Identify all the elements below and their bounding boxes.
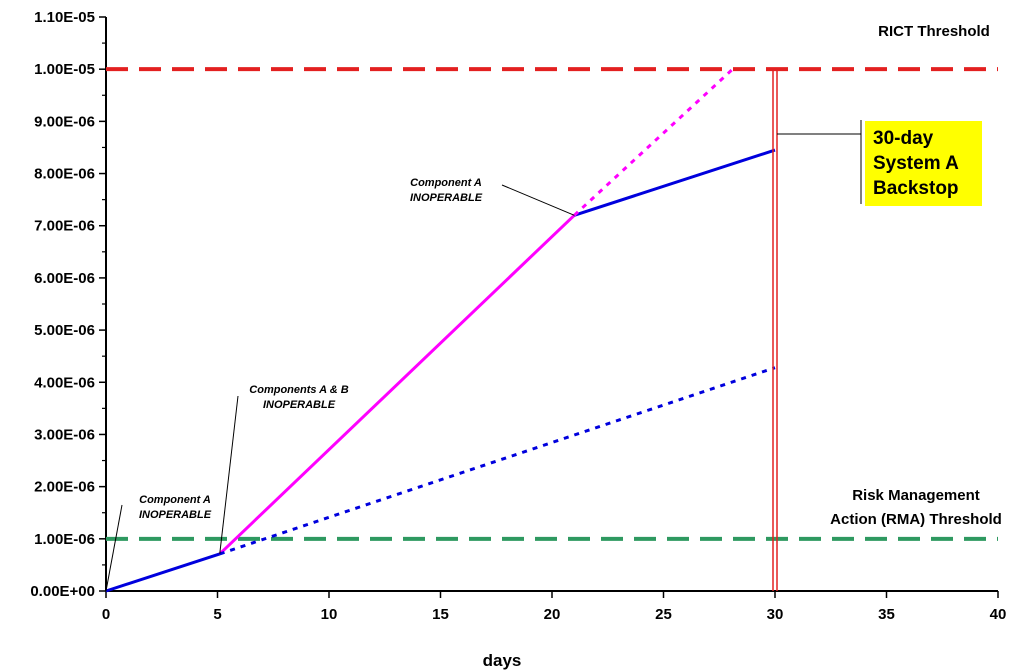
x-tick-label: 35	[878, 606, 895, 623]
series-line-5	[219, 366, 776, 556]
x-tick-label: 10	[321, 606, 338, 623]
x-axis-title: days	[483, 651, 522, 670]
backstop-label: 30-day	[873, 128, 934, 149]
series-line-3	[573, 148, 776, 217]
annotation-leader	[105, 504, 123, 592]
x-tick-label: 5	[213, 606, 221, 623]
x-tick-label: 0	[102, 606, 110, 623]
backstop-label: System A	[873, 153, 959, 174]
y-tick-label: 8.00E-06	[34, 166, 95, 183]
backstop-label: Backstop	[873, 178, 959, 199]
y-tick-label: 4.00E-06	[34, 374, 95, 391]
x-tick-label: 20	[544, 606, 561, 623]
y-tick-label: 9.00E-06	[34, 113, 95, 130]
y-tick-label: 5.00E-06	[34, 322, 95, 339]
y-tick-label: 1.00E-06	[34, 531, 95, 548]
y-tick-label: 1.00E-05	[34, 61, 95, 78]
y-tick-label: 0.00E+00	[30, 583, 95, 600]
rict-threshold-label: RICT Threshold	[878, 23, 990, 40]
annotation-label: Component A	[410, 177, 482, 189]
x-tick-label: 30	[767, 606, 784, 623]
rma-threshold-label: Risk Management	[852, 487, 980, 504]
annotation-label: INOPERABLE	[410, 192, 483, 204]
annotation-leader	[501, 184, 575, 216]
y-tick-label: 3.00E-06	[34, 426, 95, 443]
annotation-label: Component A	[139, 494, 211, 506]
series-line-4	[573, 68, 734, 217]
series-line-2	[218, 214, 576, 556]
y-tick-label: 2.00E-06	[34, 479, 95, 496]
annotation-label: INOPERABLE	[139, 509, 212, 521]
annotation-label: Components A & B	[249, 384, 348, 396]
y-tick-label: 6.00E-06	[34, 270, 95, 287]
annotation-leader	[219, 395, 239, 555]
x-tick-label: 25	[655, 606, 672, 623]
rma-threshold-label: Action (RMA) Threshold	[830, 511, 1002, 528]
y-tick-label: 7.00E-06	[34, 218, 95, 235]
backstop-box	[865, 121, 982, 206]
annotation-label: INOPERABLE	[263, 399, 336, 411]
x-tick-label: 15	[432, 606, 449, 623]
x-tick-label: 40	[990, 606, 1007, 623]
series-line-1	[105, 552, 221, 593]
y-tick-label: 1.10E-05	[34, 9, 95, 26]
